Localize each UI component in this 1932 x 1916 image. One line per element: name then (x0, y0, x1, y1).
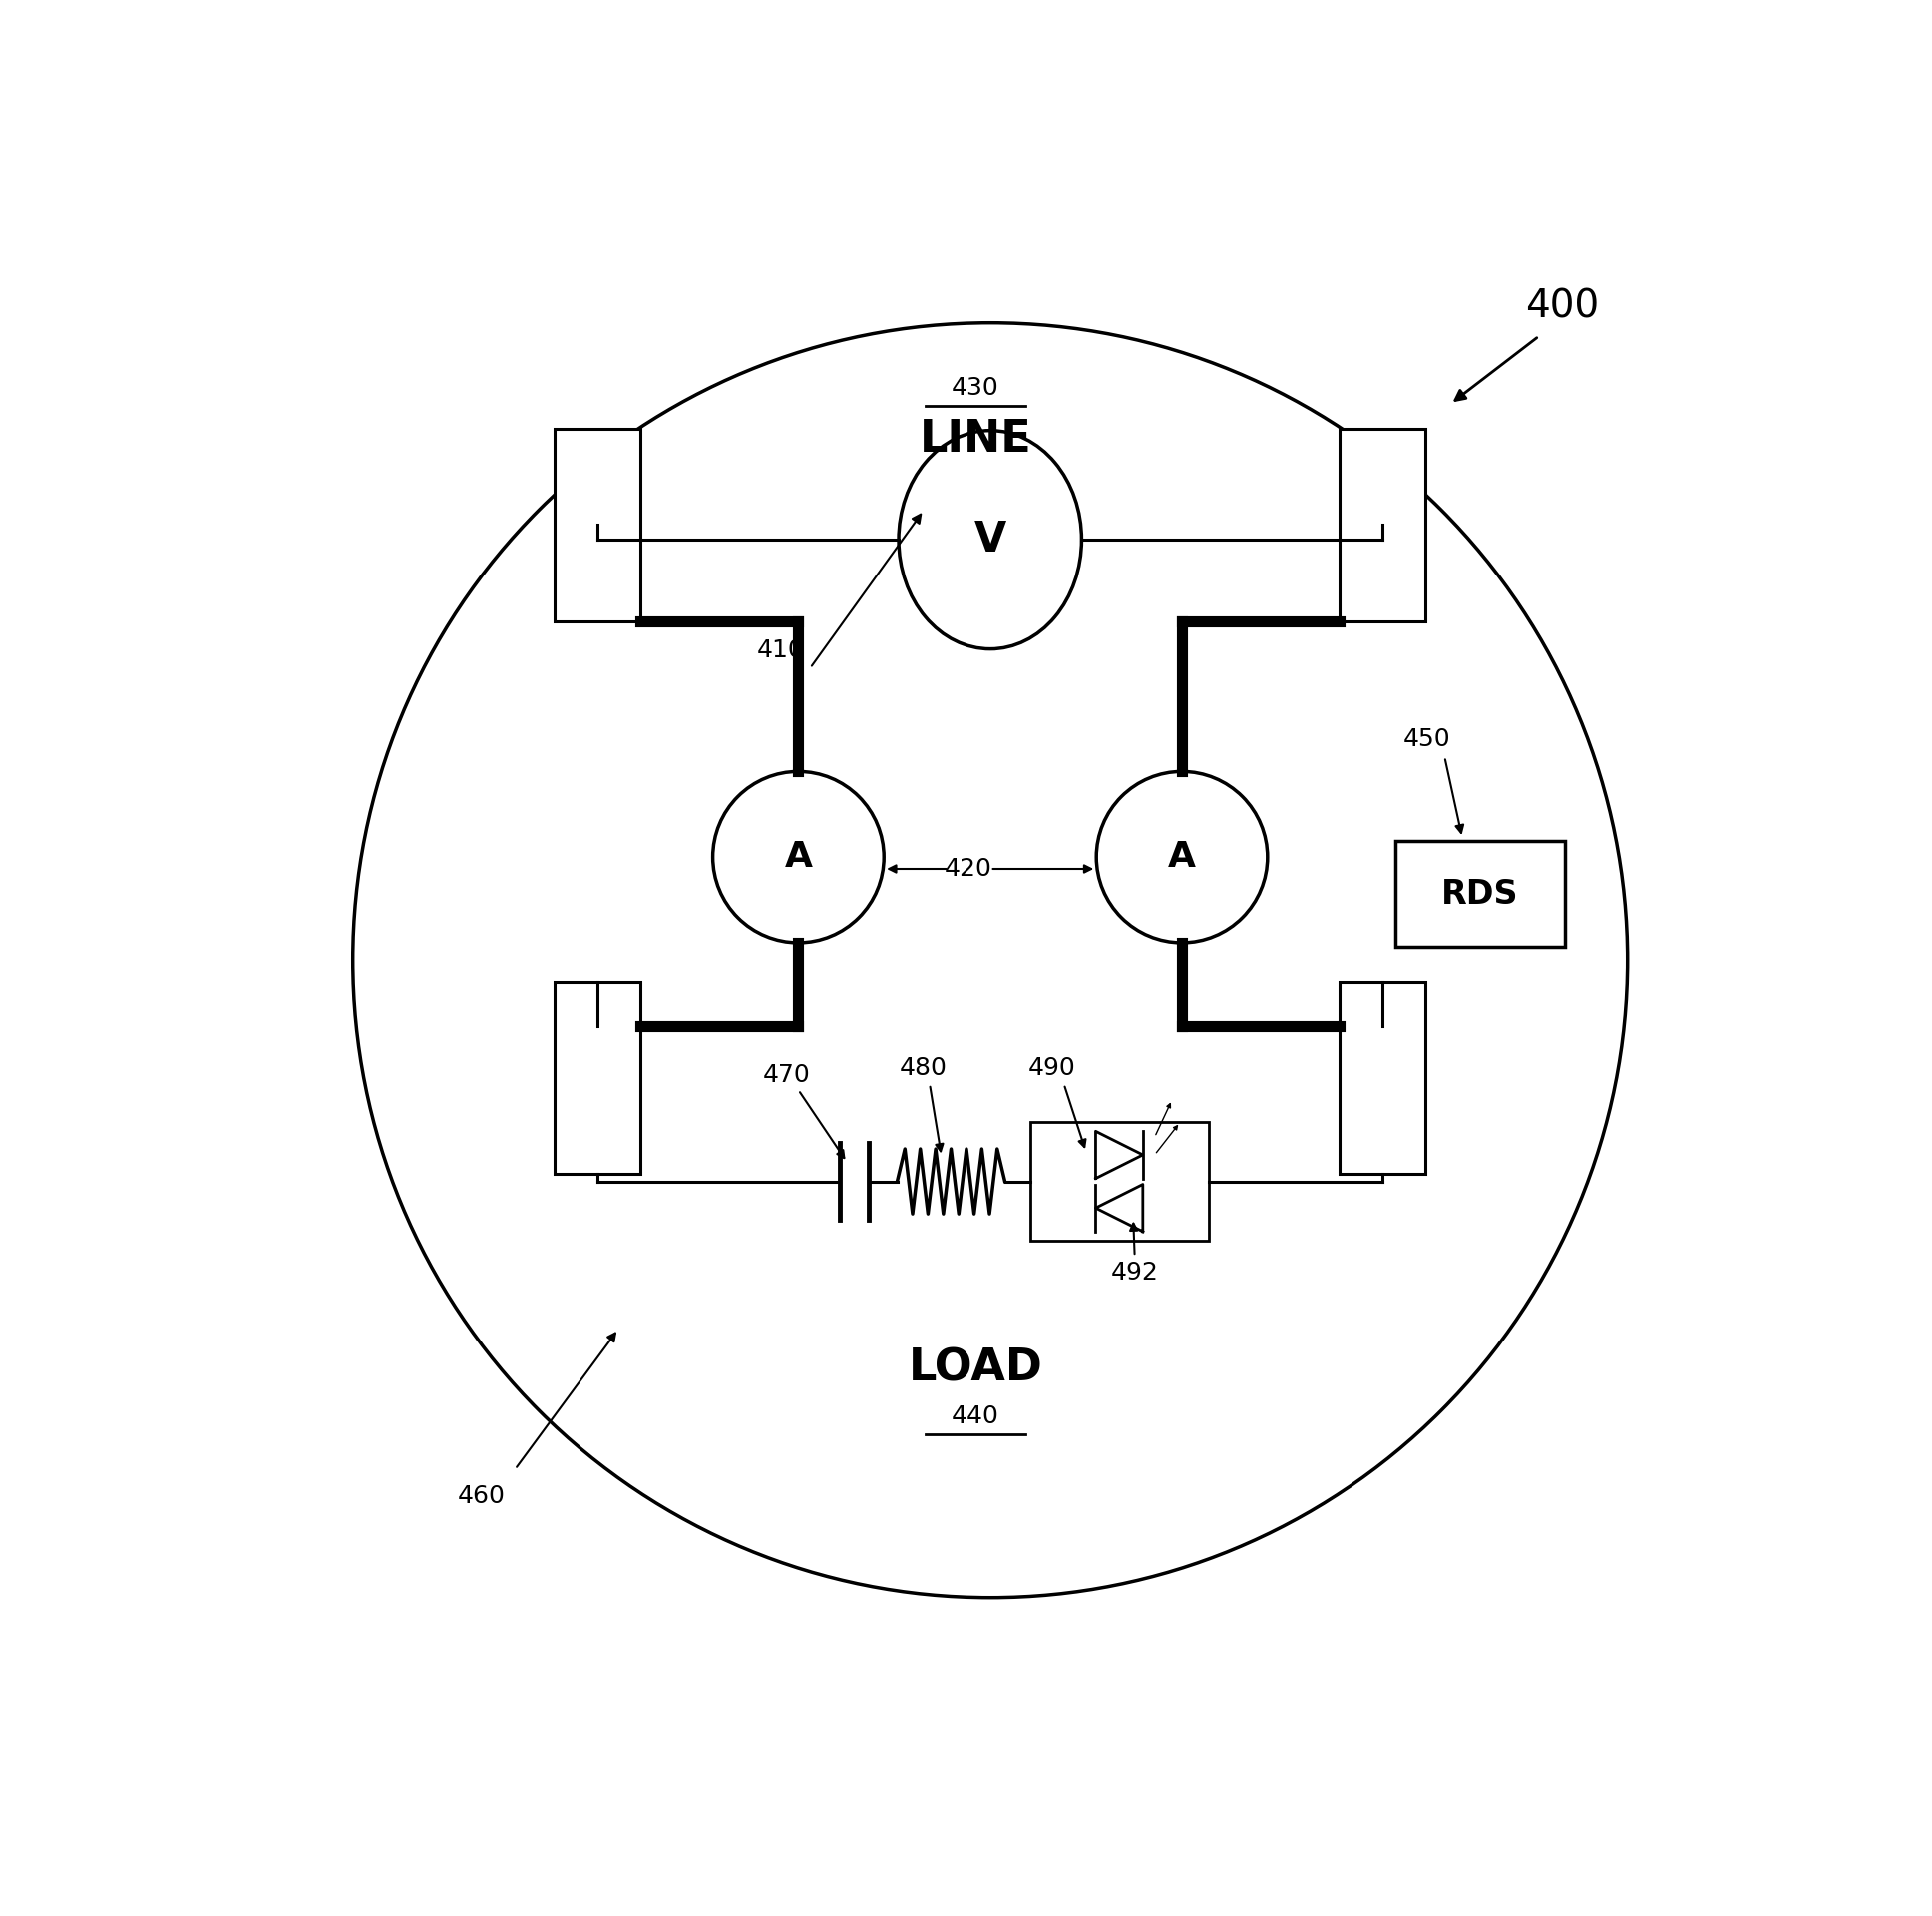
Text: 470: 470 (763, 1063, 810, 1086)
Text: LINE: LINE (920, 418, 1032, 462)
Circle shape (1095, 772, 1267, 943)
Text: A: A (1169, 839, 1196, 874)
Text: V: V (974, 519, 1007, 561)
Text: 430: 430 (952, 376, 999, 400)
Text: 490: 490 (1028, 1056, 1076, 1081)
Bar (1339, 429, 1426, 621)
Bar (1395, 841, 1565, 947)
Text: LOAD: LOAD (908, 1347, 1043, 1391)
Bar (554, 983, 641, 1175)
Circle shape (713, 772, 885, 943)
Bar (1339, 983, 1426, 1175)
Text: 450: 450 (1403, 726, 1451, 751)
Bar (554, 429, 641, 621)
Text: 400: 400 (1526, 287, 1600, 326)
Bar (1030, 1123, 1209, 1240)
Text: 440: 440 (952, 1404, 999, 1427)
Text: 460: 460 (458, 1483, 504, 1508)
Text: A: A (784, 839, 811, 874)
Text: 492: 492 (1111, 1261, 1159, 1286)
Text: 410: 410 (757, 638, 804, 663)
Text: 480: 480 (900, 1056, 947, 1081)
Text: RDS: RDS (1441, 878, 1519, 910)
Text: 420: 420 (945, 856, 991, 881)
Ellipse shape (898, 431, 1082, 650)
